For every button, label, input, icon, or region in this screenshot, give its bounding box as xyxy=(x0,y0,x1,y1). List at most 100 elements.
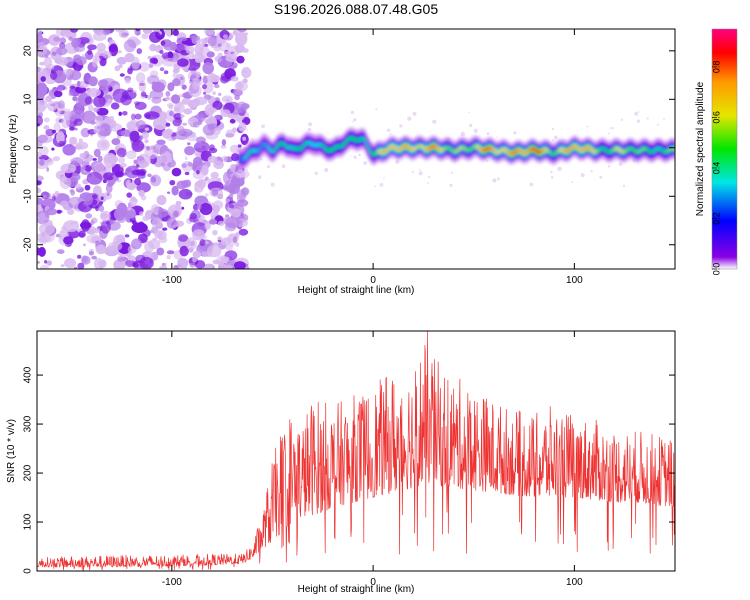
noise-blob xyxy=(100,78,116,88)
noise-blob xyxy=(40,76,46,82)
signal-track-cell xyxy=(276,144,279,149)
noise-blob xyxy=(214,84,220,89)
snr-y-axis-label: SNR (10 * v/v) xyxy=(6,419,17,483)
signal-track-cell xyxy=(315,143,318,147)
noise-speck xyxy=(551,128,555,131)
noise-blob xyxy=(59,200,69,207)
signal-track-cell xyxy=(508,151,511,156)
signal-track-cell xyxy=(332,147,335,151)
signal-track-cell xyxy=(570,146,573,150)
snr-series-line xyxy=(37,331,675,571)
signal-track-cell xyxy=(563,149,566,153)
snr-x-tick-label: 100 xyxy=(566,577,583,588)
signal-track-cell xyxy=(515,149,518,153)
signal-track-cell xyxy=(474,144,477,148)
noise-blob xyxy=(152,29,161,33)
noise-speck xyxy=(663,118,665,120)
signal-track-cell xyxy=(407,145,410,149)
signal-track-cell xyxy=(405,144,408,149)
noise-blob xyxy=(211,189,219,196)
noise-blob xyxy=(56,47,68,56)
noise-blob xyxy=(131,238,142,250)
noise-speck xyxy=(599,175,603,179)
signal-track-cell xyxy=(358,138,360,142)
noise-blob xyxy=(199,239,206,247)
noise-blob xyxy=(119,162,127,168)
signal-track-cell xyxy=(666,149,669,154)
signal-track-cell xyxy=(310,142,312,146)
noise-speck xyxy=(246,129,248,131)
signal-track-cell xyxy=(452,149,455,154)
signal-track-cell xyxy=(294,146,297,151)
signal-track-cell xyxy=(487,146,490,150)
signal-track-cell xyxy=(556,149,559,154)
noise-blob xyxy=(71,198,78,205)
noise-blob xyxy=(136,182,151,193)
noise-blob xyxy=(97,155,103,162)
signal-track-cell xyxy=(511,151,514,156)
signal-track-cell xyxy=(648,149,651,153)
signal-track-cell xyxy=(489,146,491,150)
noise-blob xyxy=(212,100,223,111)
signal-track-cell xyxy=(341,144,343,148)
signal-track-cell xyxy=(527,149,529,154)
signal-track-cell xyxy=(365,140,367,145)
signal-track-cell xyxy=(260,144,263,148)
noise-blob xyxy=(152,117,168,130)
noise-blob xyxy=(181,180,189,189)
signal-track-cell xyxy=(548,149,551,154)
noise-blob xyxy=(37,33,43,43)
figure-title: S196.2026.088.07.48.G05 xyxy=(274,1,438,17)
noise-blob xyxy=(127,179,132,184)
signal-track-cell xyxy=(613,147,615,152)
noise-blob xyxy=(175,205,183,210)
noise-blob xyxy=(163,43,175,51)
noise-blob xyxy=(162,227,168,231)
noise-speck xyxy=(469,123,473,128)
noise-blob xyxy=(229,163,236,172)
signal-track-cell xyxy=(439,148,442,152)
noise-blob xyxy=(238,169,244,173)
noise-blob xyxy=(93,128,101,134)
colorbar-tick-label: 0.6 xyxy=(711,111,721,124)
noise-blob xyxy=(194,260,206,269)
noise-blob xyxy=(92,194,98,200)
noise-blob xyxy=(154,229,164,239)
signal-track-cell xyxy=(418,144,421,148)
noise-blob xyxy=(229,118,236,124)
noise-blob xyxy=(137,153,151,168)
signal-track-cell xyxy=(521,150,524,155)
signal-track-cell xyxy=(618,148,621,152)
spectrogram-x-tick-label: 100 xyxy=(566,275,583,286)
noise-blob xyxy=(165,122,171,127)
noise-blob xyxy=(37,89,44,101)
noise-blob xyxy=(93,227,100,234)
noise-blob xyxy=(166,250,175,255)
noise-blob xyxy=(41,198,56,211)
noise-blob xyxy=(228,34,234,39)
noise-blob xyxy=(204,118,209,124)
signal-track-cell xyxy=(274,146,277,151)
signal-track-cell xyxy=(367,147,370,151)
colorbar-label: Normalized spectral amplitude xyxy=(695,81,706,216)
spectrogram-x-axis-label: Height of straight line (km) xyxy=(298,285,415,296)
noise-blob xyxy=(93,107,100,113)
signal-track-cell xyxy=(334,145,336,150)
noise-blob xyxy=(78,230,86,238)
noise-blob xyxy=(180,37,188,42)
signal-track-cell xyxy=(460,145,463,150)
noise-blob xyxy=(171,185,179,196)
noise-blob xyxy=(178,128,193,137)
noise-blob xyxy=(182,122,188,126)
noise-blob xyxy=(37,216,40,220)
signal-track-cell xyxy=(318,142,321,147)
noise-blob xyxy=(84,165,92,172)
noise-blob xyxy=(173,210,180,218)
colorbar-tick-label: 0.2 xyxy=(711,212,721,225)
noise-blob xyxy=(37,152,42,158)
signal-track-cell xyxy=(425,147,428,152)
signal-track-cell xyxy=(355,138,357,142)
signal-track-cell xyxy=(324,146,327,151)
signal-track-cell xyxy=(287,145,290,150)
noise-blob xyxy=(202,80,214,94)
